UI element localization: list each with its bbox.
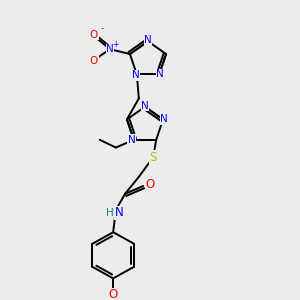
Text: O: O	[90, 30, 98, 40]
Text: N: N	[128, 135, 136, 145]
Text: H: H	[106, 208, 114, 218]
Text: N: N	[106, 44, 114, 54]
Text: O: O	[90, 56, 98, 66]
Text: -: -	[100, 25, 103, 34]
Text: S: S	[149, 151, 157, 164]
Text: N: N	[144, 35, 152, 45]
Text: O: O	[109, 288, 118, 300]
Text: N: N	[132, 70, 140, 80]
Text: N: N	[141, 101, 149, 111]
Text: O: O	[146, 178, 155, 190]
Text: N: N	[115, 206, 124, 220]
Text: +: +	[112, 40, 118, 49]
Text: N: N	[160, 114, 168, 124]
Text: N: N	[156, 69, 164, 80]
